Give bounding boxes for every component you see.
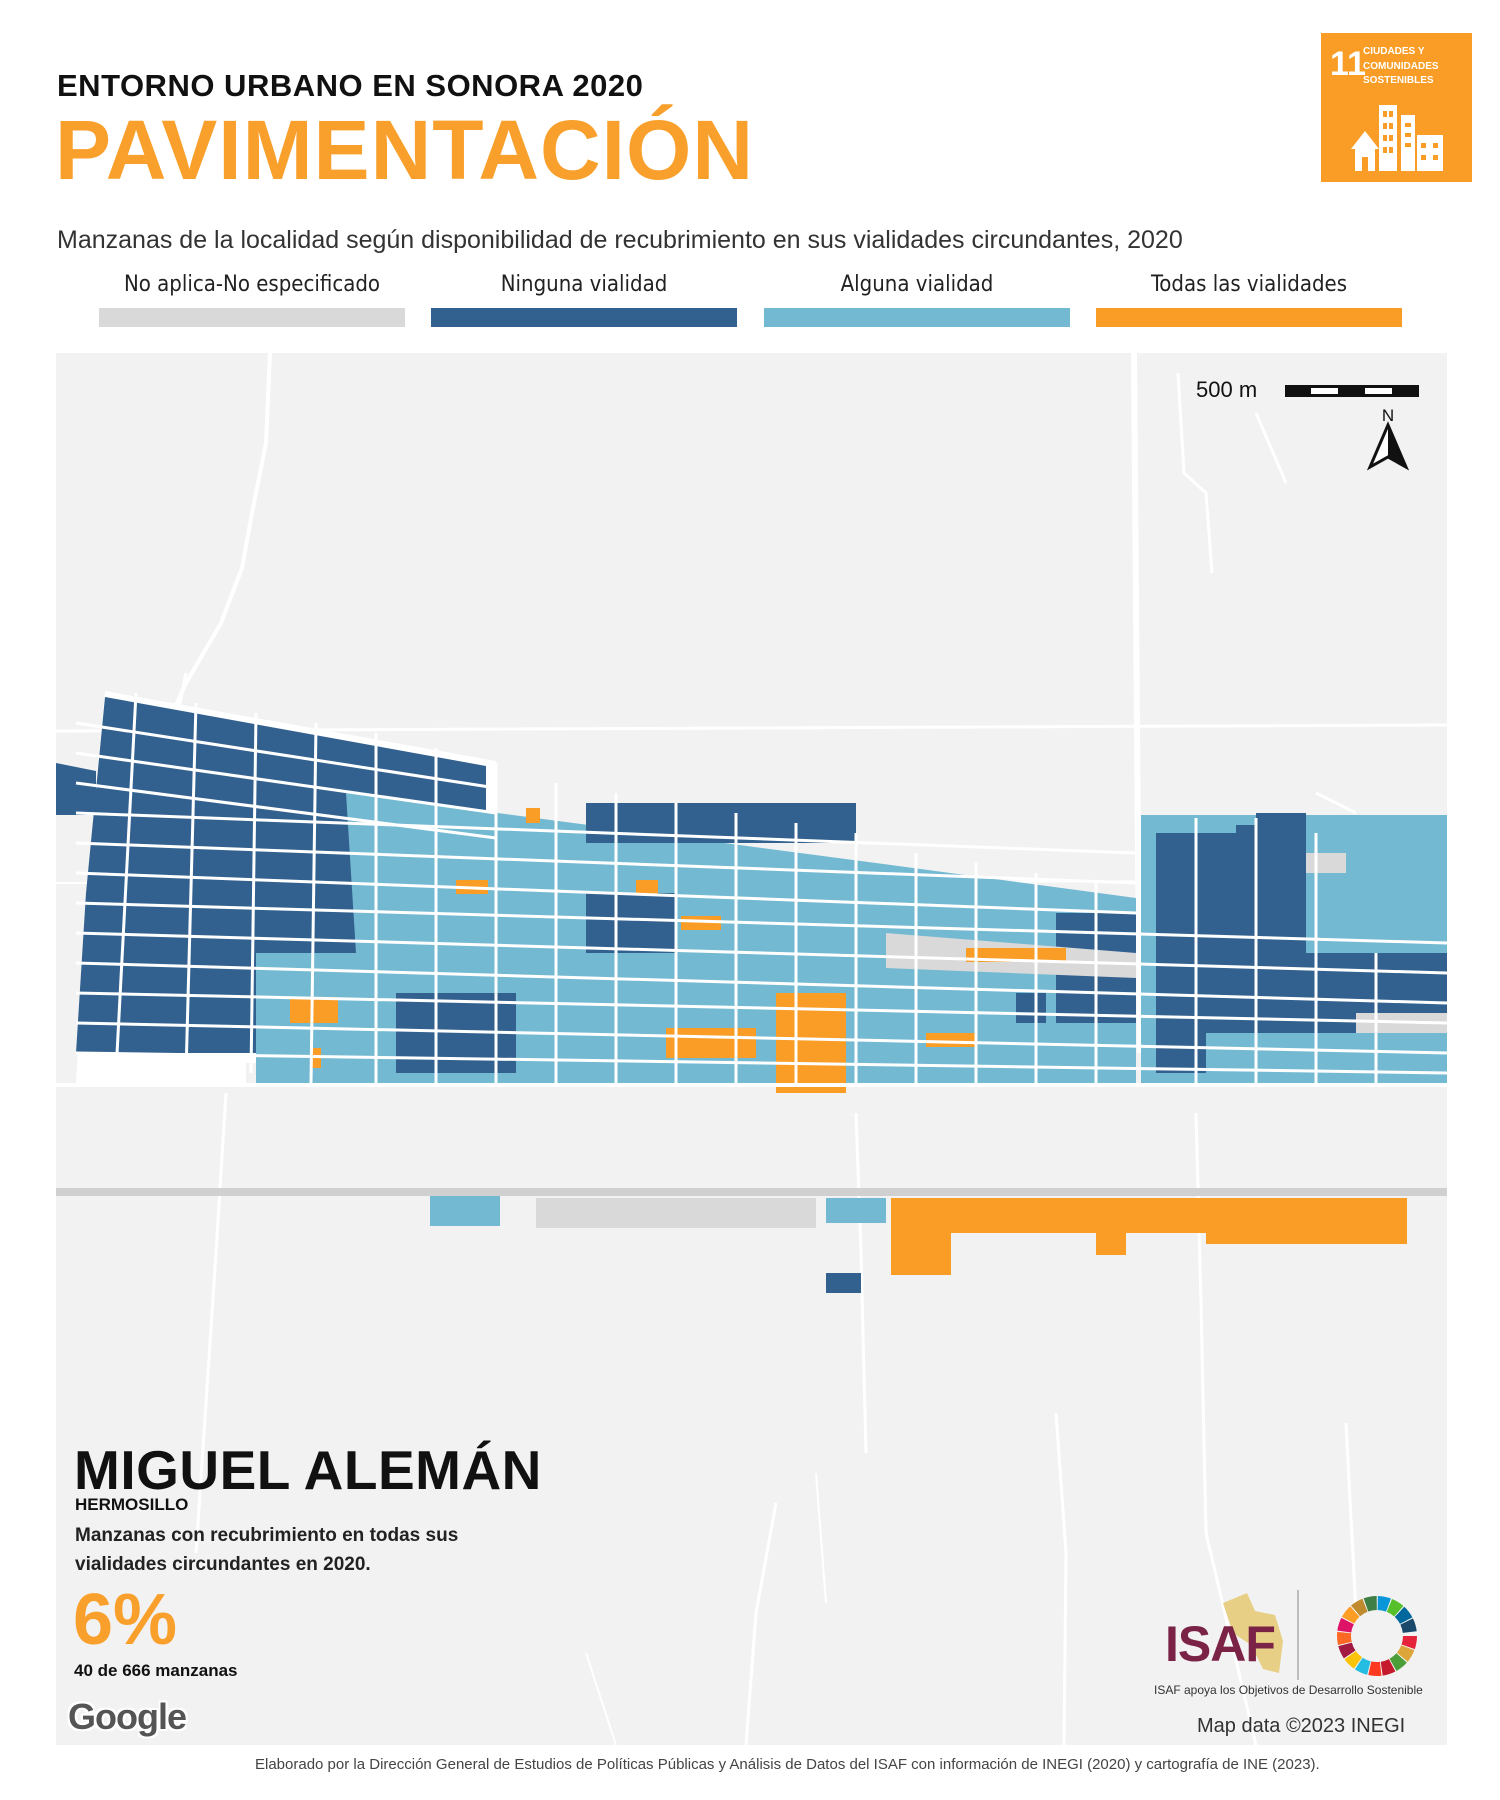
legend-swatch	[99, 308, 405, 327]
map-canvas: N	[56, 353, 1447, 1745]
legend-item-alguna: Alguna vialidad	[764, 272, 1070, 327]
footer-credit: Elaborado por la Dirección General de Es…	[255, 1756, 1320, 1773]
isaf-caption: ISAF apoya los Objetivos de Desarrollo S…	[1154, 1683, 1423, 1697]
stat-count: 40 de 666 manzanas	[74, 1661, 238, 1680]
block-grid	[75, 692, 1447, 1084]
sdg-11-badge: 11 CIUDADES Y COMUNIDADES SOSTENIBLES	[1321, 33, 1472, 182]
legend-swatch	[764, 308, 1070, 327]
municipality-name: HERMOSILLO	[75, 1495, 189, 1514]
sdg-number: 11	[1330, 45, 1366, 83]
city-icon	[1351, 105, 1443, 171]
legend-item-ninguna: Ninguna vialidad	[431, 272, 737, 327]
stat-percent: 6%	[73, 1580, 178, 1660]
isaf-logo: ISAF	[1163, 1585, 1319, 1685]
page-title: PAVIMENTACIÓN	[55, 103, 754, 197]
map-subtitle: Manzanas de la localidad según disponibi…	[57, 226, 1183, 254]
scale-label: 500 m	[1196, 377, 1258, 402]
legend-label: Ninguna vialidad	[500, 272, 668, 297]
locality-map[interactable]: N 500 m MIGUEL ALEMÁN HERMOSILLO Manzana…	[56, 353, 1447, 1745]
sdg-label: CIUDADES Y COMUNIDADES SOSTENIBLES	[1363, 46, 1439, 86]
stat-description: Manzanas con recubrimiento en todas sus …	[75, 1525, 459, 1576]
highway	[56, 1188, 1447, 1196]
north-label: N	[1382, 406, 1394, 425]
scale-bar	[1285, 385, 1419, 397]
north-arrow-icon: N	[1366, 406, 1410, 471]
legend-swatch	[1096, 308, 1402, 327]
sonora-shape-icon	[1223, 1590, 1299, 1680]
locality-name: MIGUEL ALEMÁN	[74, 1439, 542, 1501]
legend-swatch	[431, 308, 737, 327]
legend-item-no-aplica: No aplica-No especificado	[99, 272, 405, 327]
isaf-wordmark: ISAF	[1165, 1616, 1276, 1672]
legend-item-todas: Todas las vialidades	[1096, 272, 1402, 327]
header-kicker: ENTORNO URBANO EN SONORA 2020	[57, 68, 644, 103]
legend-label: No aplica-No especificado	[123, 272, 381, 297]
sdg-wheel-icon	[1337, 1596, 1417, 1676]
google-logo: Google	[68, 1696, 187, 1737]
legend-label: Alguna vialidad	[840, 272, 994, 297]
map-attribution[interactable]: Map data ©2023 INEGI	[1197, 1715, 1406, 1737]
legend-label: Todas las vialidades	[1150, 272, 1348, 297]
